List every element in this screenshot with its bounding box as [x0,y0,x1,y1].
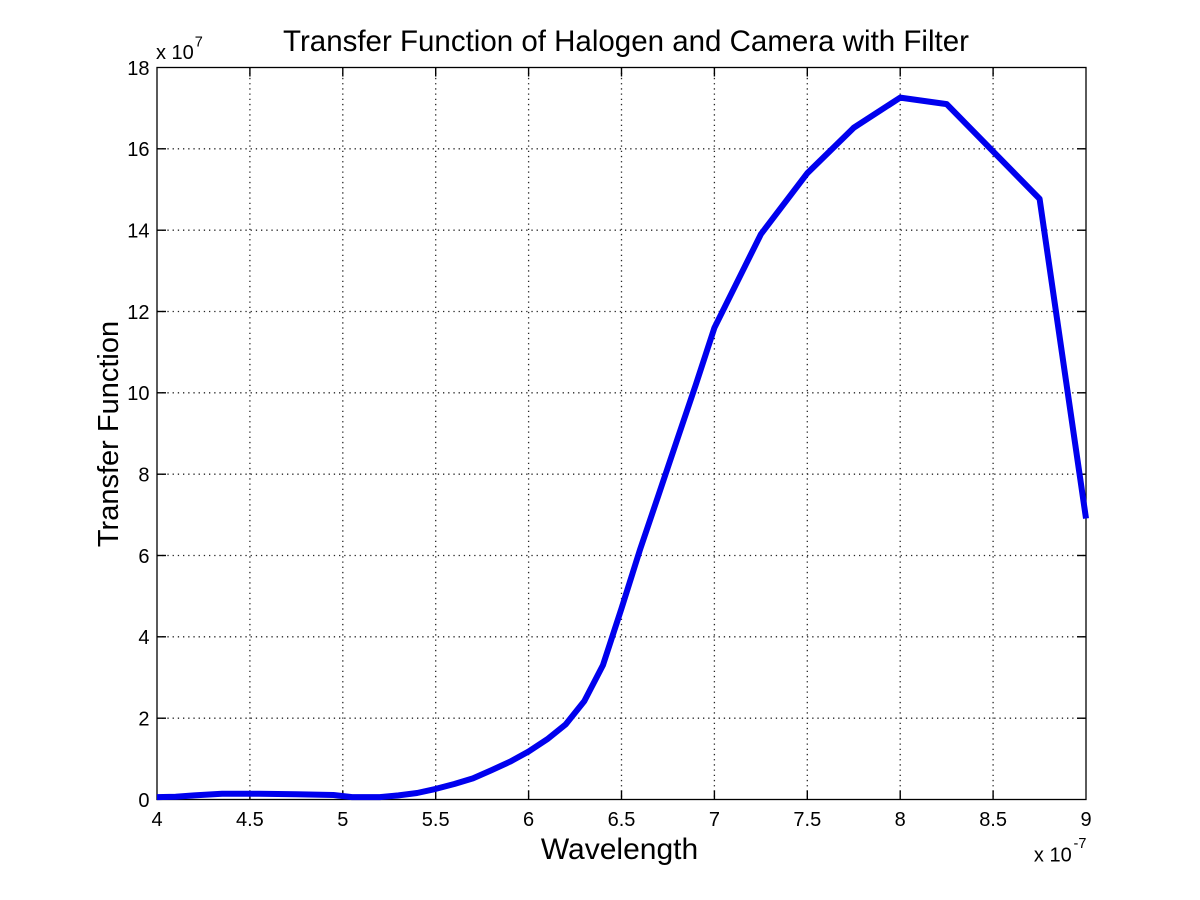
svg-text:2: 2 [138,709,149,731]
svg-text:0: 0 [138,790,149,812]
svg-text:x 10: x 10 [1034,845,1072,867]
svg-text:12: 12 [127,302,149,324]
svg-text:7.5: 7.5 [793,809,821,831]
svg-text:6: 6 [138,546,149,568]
svg-text:6.5: 6.5 [608,809,636,831]
svg-text:16: 16 [127,139,149,161]
svg-text:-7: -7 [1074,836,1087,852]
svg-text:8: 8 [138,465,149,487]
svg-text:18: 18 [127,58,149,80]
svg-text:5: 5 [337,809,348,831]
svg-text:8: 8 [895,809,906,831]
svg-text:14: 14 [127,221,149,243]
svg-text:Wavelength: Wavelength [541,833,698,866]
svg-text:Transfer Function of Halogen a: Transfer Function of Halogen and Camera … [283,25,969,58]
svg-text:7: 7 [195,34,203,50]
svg-text:Transfer Function: Transfer Function [93,321,125,547]
svg-text:8.5: 8.5 [979,809,1007,831]
svg-text:7: 7 [709,809,720,831]
svg-text:4: 4 [138,627,149,649]
svg-text:9: 9 [1080,809,1091,831]
svg-text:6: 6 [523,809,534,831]
svg-text:10: 10 [127,383,149,405]
svg-text:x 10: x 10 [156,42,194,64]
svg-text:4: 4 [151,809,162,831]
svg-text:5.5: 5.5 [422,809,450,831]
svg-text:4.5: 4.5 [236,809,264,831]
